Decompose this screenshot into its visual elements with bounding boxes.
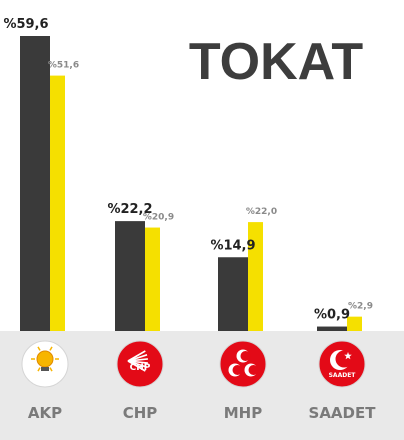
bar-chp-dark — [115, 221, 145, 331]
value-label-akp-dark: %59,6 — [3, 17, 48, 32]
value-label-mhp-dark: %14,9 — [210, 238, 255, 253]
akp-lightbulb-icon: AK PARTİ — [21, 340, 69, 388]
chp-six-arrows-icon: CHP — [116, 340, 164, 388]
bar-saadet-dark — [317, 326, 347, 331]
bar-chp-yellow — [145, 227, 160, 331]
value-label-chp-dark: %22,2 — [107, 202, 152, 217]
svg-text:CHP: CHP — [130, 363, 151, 373]
saadet-crescent-star-icon: SAADET — [318, 340, 366, 388]
bar-mhp-dark — [218, 257, 248, 331]
value-label-mhp-yellow: %22,0 — [246, 207, 277, 217]
value-label-akp-yellow: %51,6 — [48, 61, 79, 71]
category-label-chp: CHP — [123, 404, 158, 422]
value-label-chp-yellow: %20,9 — [143, 213, 174, 223]
category-label-mhp: MHP — [224, 404, 262, 422]
category-label-akp: AKP — [28, 404, 62, 422]
category-label-saadet: SAADET — [309, 404, 377, 422]
svg-text:AK PARTİ: AK PARTİ — [34, 374, 57, 381]
bar-mhp-yellow — [248, 222, 263, 331]
bar-akp-yellow — [50, 75, 65, 331]
value-label-saadet-dark: %0,9 — [314, 308, 350, 323]
chart-title: TOKAT — [189, 33, 364, 91]
value-label-saadet-yellow: %2,9 — [348, 302, 373, 312]
mhp-three-crescents-icon — [219, 340, 267, 388]
bar-saadet-yellow — [347, 316, 362, 331]
bar-akp-dark — [20, 36, 50, 331]
svg-text:SAADET: SAADET — [329, 372, 357, 379]
